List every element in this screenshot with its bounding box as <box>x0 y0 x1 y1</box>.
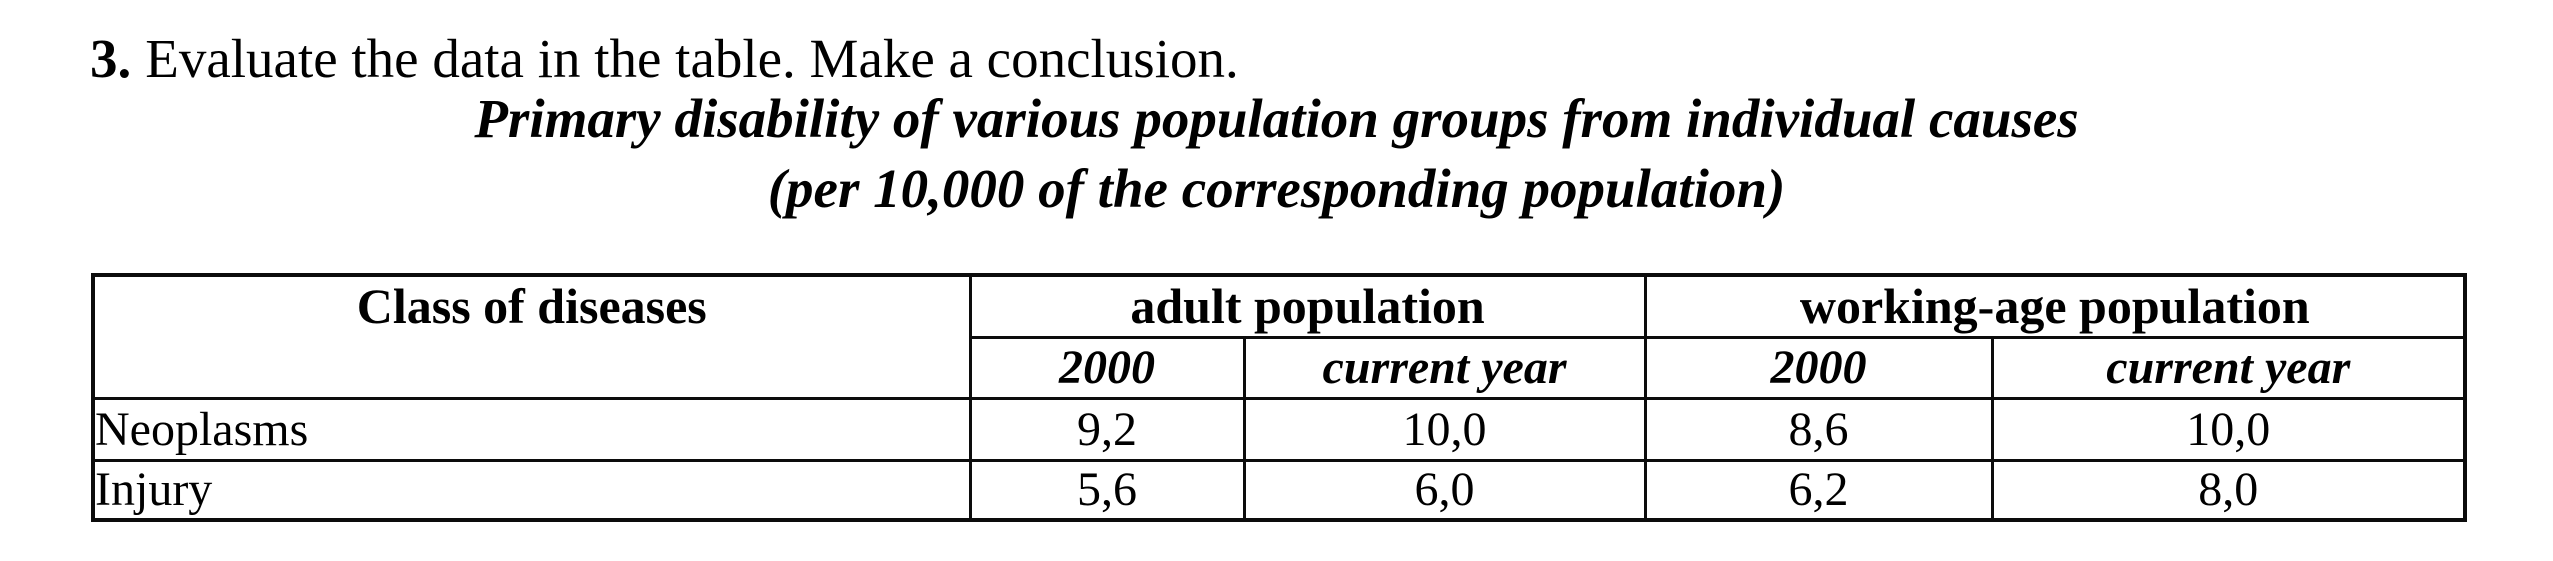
neoplasms-adult-2000: 9,2 <box>968 396 1246 462</box>
header-class-of-diseases: Class of diseases <box>91 273 972 400</box>
table-row-injury: Injury 5,6 6,0 6,2 8,0 <box>91 458 2467 522</box>
table-subtitle: (per 10,000 of the corresponding populat… <box>767 158 1786 219</box>
disability-data-table: Class of diseases adult population worki… <box>91 273 2468 522</box>
injury-working-2000: 6,2 <box>1643 458 1994 522</box>
neoplasms-adult-current: 10,0 <box>1242 396 1647 462</box>
neoplasms-working-current: 10,0 <box>1990 396 2467 462</box>
exercise-number: 3. <box>90 28 132 89</box>
exercise-heading: 3. Evaluate the data in the table. Make a… <box>90 28 1239 90</box>
injury-adult-2000: 5,6 <box>968 458 1246 522</box>
table-row-neoplasms: Neoplasms 9,2 10,0 8,6 10,0 <box>91 396 2467 462</box>
header-adult-2000: 2000 <box>968 335 1246 400</box>
header-adult-current-year: current year <box>1242 335 1647 400</box>
row-label-neoplasms: Neoplasms <box>91 396 972 462</box>
row-label-injury: Injury <box>91 458 972 522</box>
header-adult-population: adult population <box>968 273 1647 339</box>
injury-adult-current: 6,0 <box>1242 458 1647 522</box>
header-working-age-population: working-age population <box>1643 273 2467 339</box>
exercise-instruction: Evaluate the data in the table. Make a c… <box>145 28 1239 89</box>
table-header-row-groups: Class of diseases adult population worki… <box>91 273 2467 400</box>
header-working-current-year: current year <box>1990 335 2467 400</box>
injury-working-current: 8,0 <box>1990 458 2467 522</box>
neoplasms-working-2000: 8,6 <box>1643 396 1994 462</box>
table-title: Primary disability of various population… <box>474 88 2079 149</box>
header-working-2000: 2000 <box>1643 335 1994 400</box>
table-header-row-years: 2000 current year 2000 current year <box>93 335 2467 400</box>
